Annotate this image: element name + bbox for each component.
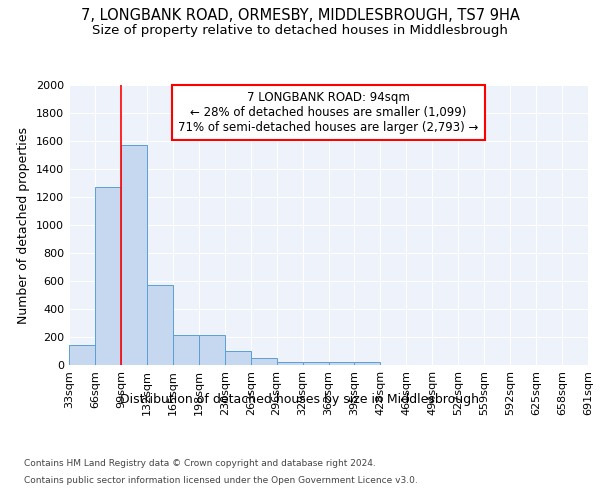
Bar <box>147 285 173 365</box>
Bar <box>355 362 380 365</box>
Text: Contains HM Land Registry data © Crown copyright and database right 2024.: Contains HM Land Registry data © Crown c… <box>24 458 376 468</box>
Text: 7, LONGBANK ROAD, ORMESBY, MIDDLESBROUGH, TS7 9HA: 7, LONGBANK ROAD, ORMESBY, MIDDLESBROUGH… <box>80 8 520 22</box>
Bar <box>329 362 355 365</box>
Y-axis label: Number of detached properties: Number of detached properties <box>17 126 31 324</box>
Bar <box>173 335 199 365</box>
Text: Size of property relative to detached houses in Middlesbrough: Size of property relative to detached ho… <box>92 24 508 37</box>
Bar <box>277 362 302 365</box>
Bar <box>199 335 224 365</box>
Text: 7 LONGBANK ROAD: 94sqm
← 28% of detached houses are smaller (1,099)
71% of semi-: 7 LONGBANK ROAD: 94sqm ← 28% of detached… <box>178 90 479 134</box>
Bar <box>225 351 251 365</box>
Bar <box>121 145 147 365</box>
Bar <box>95 187 121 365</box>
Text: Distribution of detached houses by size in Middlesbrough: Distribution of detached houses by size … <box>121 392 479 406</box>
Bar <box>302 362 329 365</box>
Bar <box>251 358 277 365</box>
Text: Contains public sector information licensed under the Open Government Licence v3: Contains public sector information licen… <box>24 476 418 485</box>
Bar <box>69 346 95 365</box>
